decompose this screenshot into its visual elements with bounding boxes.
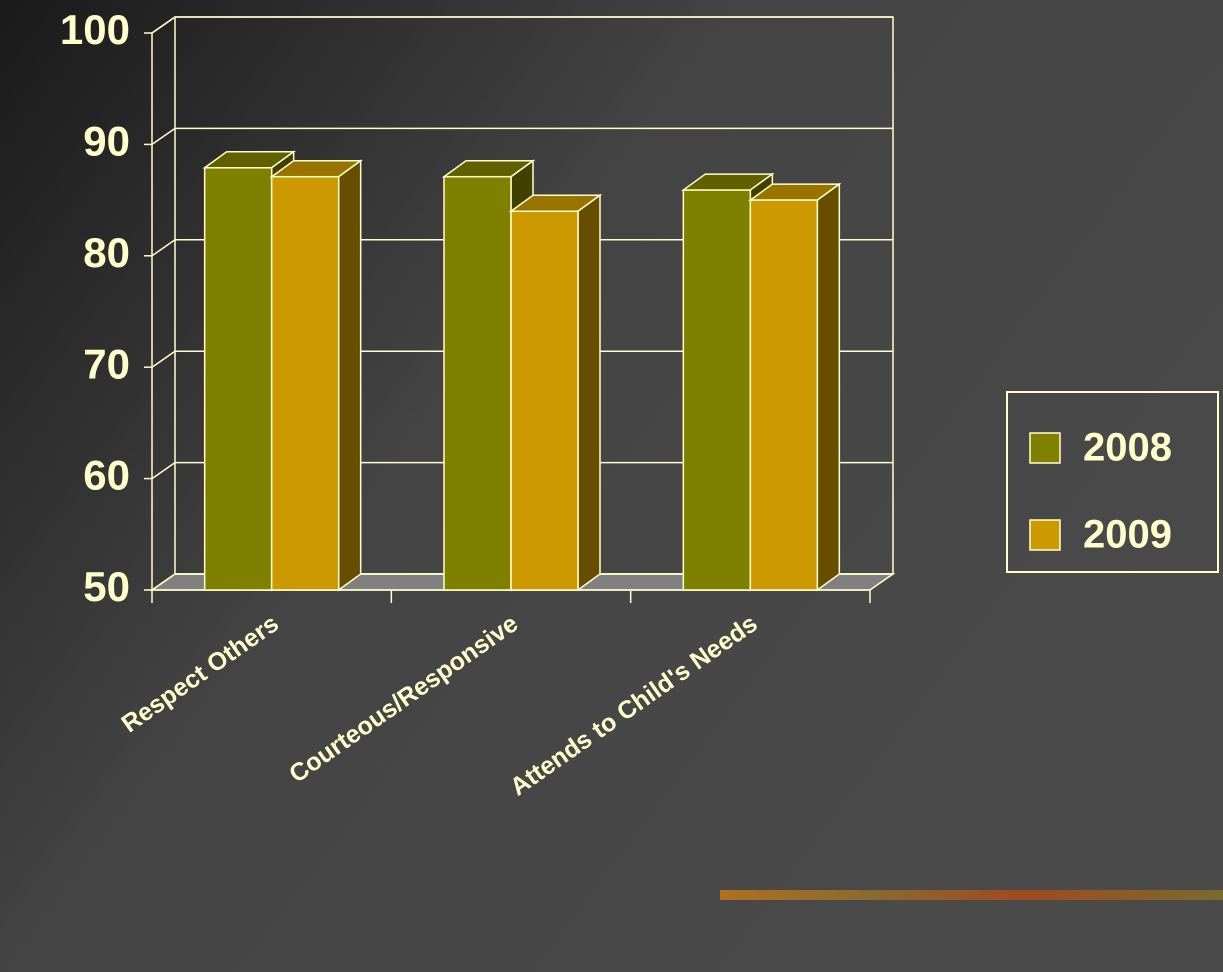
bar-front (749, 199, 819, 591)
legend-swatch (1029, 432, 1061, 464)
bar-front (510, 210, 579, 591)
bar-side (816, 182, 841, 592)
y-tick-label: 50 (83, 563, 130, 610)
legend-box (1006, 391, 1219, 573)
grid-line-side (151, 461, 176, 480)
legend-label: 2008 (1083, 426, 1172, 470)
bar-side (337, 159, 362, 592)
y-tick-label: 60 (83, 452, 130, 499)
y-tick-label: 80 (83, 229, 130, 276)
y-tick-label: 70 (83, 340, 130, 387)
legend-label: 2009 (1083, 513, 1172, 557)
grid-line-side (151, 239, 176, 257)
grid-line-side (151, 350, 176, 368)
bar-side (577, 193, 601, 592)
grid-line-side (151, 573, 176, 591)
bar-front (270, 175, 340, 591)
bar (748, 182, 842, 592)
legend-swatch (1029, 519, 1061, 551)
bar-front (203, 167, 273, 591)
y-tick-label: 90 (83, 117, 130, 164)
y-tick-label: 100 (60, 6, 130, 53)
grid-line-side (151, 16, 176, 34)
bar-front (682, 189, 752, 591)
bar (508, 193, 603, 592)
grid-line-side (151, 127, 176, 146)
bar (269, 159, 363, 592)
bar-front (443, 175, 512, 591)
decor-strip (720, 890, 1223, 900)
